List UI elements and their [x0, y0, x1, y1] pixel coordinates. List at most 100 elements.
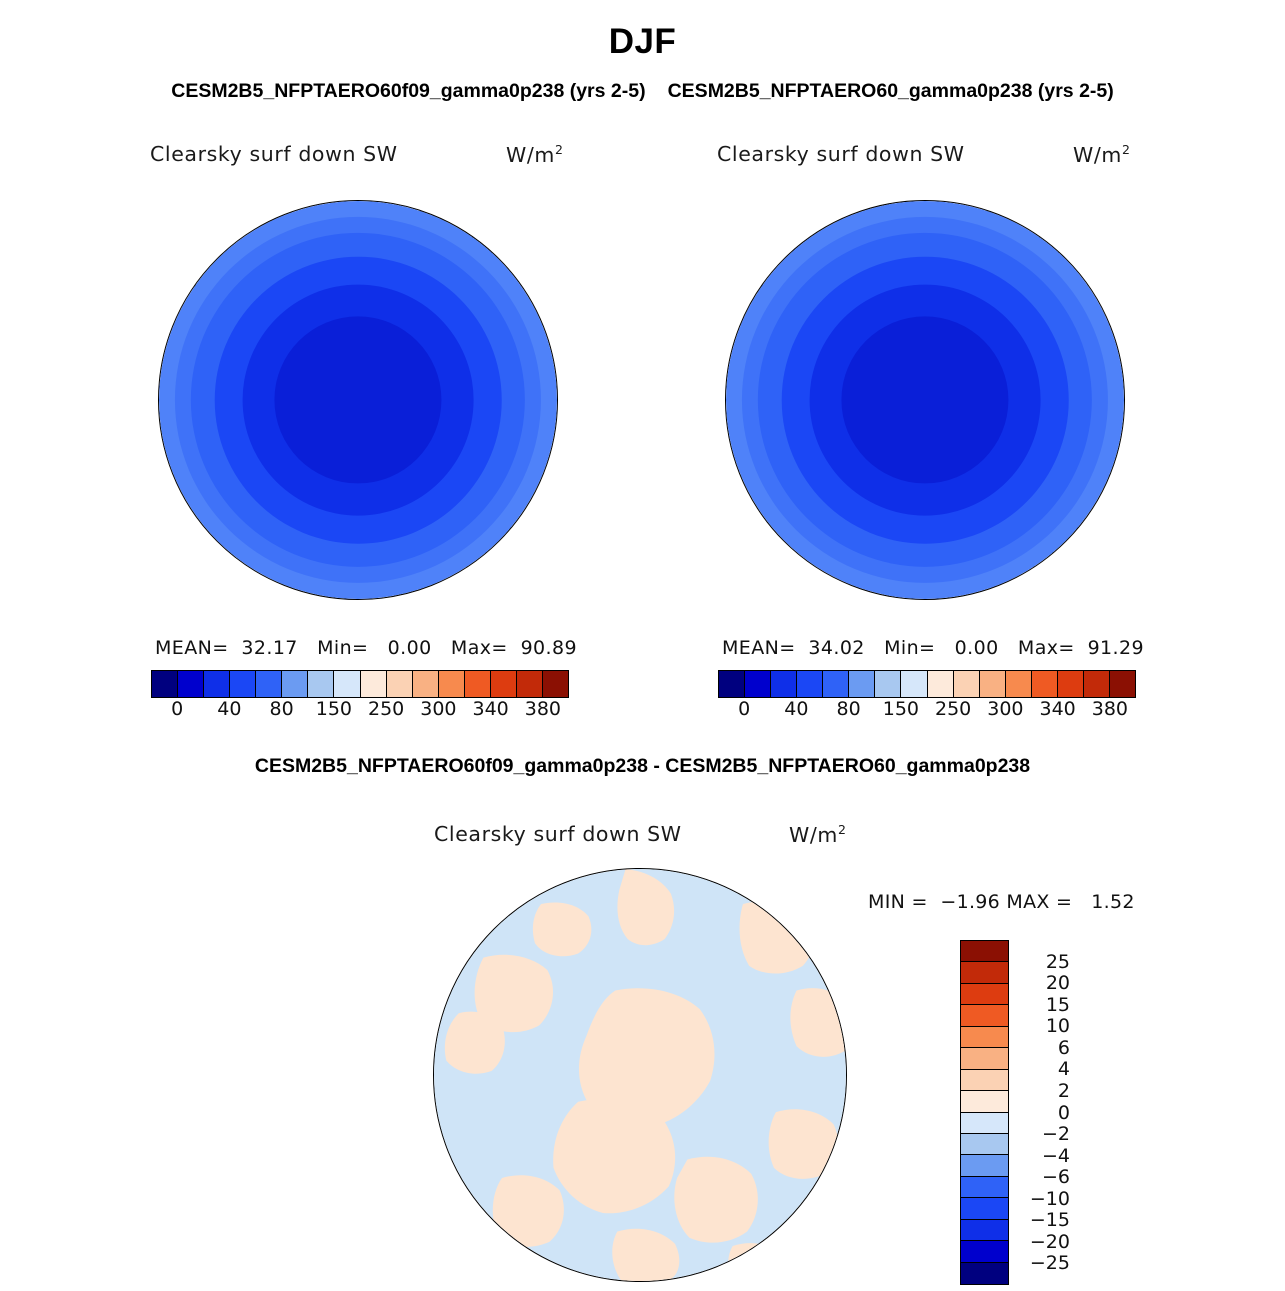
colorbar-tick-4: 250 [934, 698, 972, 720]
left-units-label: W/m2 [506, 142, 564, 167]
colorbar-cell-13 [1057, 671, 1084, 697]
colorbar-v-tick-12: −15 [1029, 1209, 1070, 1232]
colorbar-v-cell-1 [961, 962, 1008, 984]
right-units-text: W/m [1073, 142, 1122, 167]
page-title: DJF [608, 22, 677, 61]
colorbar-v-cell-9 [961, 1133, 1008, 1156]
colorbar-v-cell-15 [961, 1262, 1008, 1284]
colorbar-cell-2 [204, 671, 231, 697]
colorbar-v-tick-3: 10 [1045, 1015, 1070, 1038]
colorbar-v-cell-11 [961, 1176, 1008, 1199]
colorbar-right-ticks: 0 40 80 150 250 300 340 380 [718, 698, 1136, 724]
colorbar-cell-14 [1083, 671, 1110, 697]
right-units-label: W/m2 [1073, 142, 1131, 167]
colorbar-cell-0 [719, 671, 746, 697]
colorbar-tick-3: 150 [315, 698, 353, 720]
case-titles-row: CESM2B5_NFPTAERO60f09_gamma0p238 (yrs 2-… [0, 80, 1285, 103]
colorbar-v-cell-10 [961, 1155, 1008, 1177]
colorbar-tick-0: 0 [171, 698, 184, 720]
colorbar-cell-9 [386, 671, 413, 697]
colorbar-cell-4 [256, 671, 283, 697]
colorbar-cell-2 [771, 671, 798, 697]
colorbar-diff[interactable] [960, 940, 1009, 1285]
colorbar-cell-12 [464, 671, 491, 697]
positive-blob-7 [790, 988, 846, 1057]
positive-blob-9 [492, 1175, 564, 1247]
right-stats: MEAN= 34.02 Min= 0.00 Max= 91.29 [722, 637, 1144, 659]
colorbar-tick-7: 380 [1091, 698, 1129, 720]
colorbar-v-tick-10: −6 [1041, 1166, 1070, 1189]
colorbar-v-cell-5 [961, 1048, 1008, 1070]
colorbar-v-cell-0 [961, 941, 1008, 963]
colorbar-left[interactable]: 0 40 80 150 250 300 340 380 [151, 670, 569, 724]
colorbar-v-tick-6: 2 [1057, 1079, 1070, 1102]
colorbar-tick-1: 40 [217, 698, 242, 720]
positive-blob-8 [768, 1109, 838, 1179]
colorbar-tick-6: 340 [472, 698, 509, 720]
colorbar-v-tick-2: 15 [1045, 993, 1070, 1016]
positive-anomaly-blobs [444, 869, 846, 1281]
colorbar-right[interactable]: 0 40 80 150 250 300 340 380 [718, 670, 1136, 724]
colorbar-tick-5: 300 [987, 698, 1024, 720]
colorbar-cell-10 [412, 671, 439, 697]
colorbar-left-ticks: 0 40 80 150 250 300 340 380 [151, 698, 569, 724]
colorbar-cell-7 [334, 671, 361, 697]
colorbar-v-cell-2 [961, 983, 1008, 1006]
colorbar-cell-8 [360, 671, 387, 697]
colorbar-tick-2: 80 [269, 698, 294, 720]
colorbar-cell-3 [797, 671, 824, 697]
colorbar-tick-3: 150 [882, 698, 920, 720]
colorbar-cell-11 [1005, 671, 1032, 697]
colorbar-tick-1: 40 [784, 698, 809, 720]
colorbar-cell-7 [901, 671, 928, 697]
colorbar-tick-2: 80 [836, 698, 861, 720]
right-units-exponent: 2 [1121, 142, 1131, 157]
colorbar-cell-15 [1109, 671, 1135, 697]
colorbar-cell-3 [230, 671, 257, 697]
colorbar-cell-1 [178, 671, 205, 697]
contour-band-5 [274, 316, 442, 484]
colorbar-v-cell-12 [961, 1198, 1008, 1220]
left-units-exponent: 2 [554, 142, 564, 157]
left-stats: MEAN= 32.17 Min= 0.00 Max= 90.89 [155, 637, 577, 659]
colorbar-tick-0: 0 [738, 698, 751, 720]
colorbar-tick-6: 340 [1039, 698, 1076, 720]
colorbar-cell-4 [823, 671, 850, 697]
colorbar-cell-9 [953, 671, 980, 697]
colorbar-v-tick-5: 4 [1057, 1058, 1070, 1081]
colorbar-cell-10 [979, 671, 1006, 697]
positive-blob-11 [728, 1243, 788, 1281]
colorbar-cell-8 [927, 671, 954, 697]
colorbar-cell-12 [1031, 671, 1058, 697]
colorbar-cell-15 [542, 671, 568, 697]
diff-field-label: Clearsky surf down SW [434, 822, 682, 846]
colorbar-v-cell-8 [961, 1112, 1008, 1134]
colorbar-v-tick-13: −20 [1029, 1230, 1070, 1253]
polar-map-left[interactable] [158, 200, 558, 600]
positive-blob-12 [532, 902, 592, 957]
colorbar-v-tick-14: −25 [1029, 1252, 1070, 1275]
positive-blob-1 [578, 988, 715, 1127]
diff-title: CESM2B5_NFPTAERO60f09_gamma0p238 - CESM2… [254, 755, 1031, 777]
positive-blob-2 [553, 1099, 676, 1214]
colorbar-tick-7: 380 [524, 698, 562, 720]
colorbar-v-tick-7: 0 [1057, 1101, 1070, 1124]
colorbar-v-tick-1: 20 [1045, 972, 1070, 995]
colorbar-cell-13 [490, 671, 517, 697]
colorbar-v-tick-0: 25 [1045, 950, 1070, 973]
coastline-overlay-diff [434, 869, 846, 1281]
diff-units-text: W/m [789, 822, 838, 847]
colorbar-tick-4: 250 [367, 698, 405, 720]
polar-map-right[interactable] [725, 200, 1125, 600]
colorbar-tick-5: 300 [420, 698, 457, 720]
positive-blob-0 [617, 869, 675, 946]
colorbar-cell-6 [875, 671, 902, 697]
positive-blob-10 [612, 1228, 680, 1281]
colorbar-v-tick-9: −4 [1041, 1144, 1070, 1167]
colorbar-cell-5 [849, 671, 876, 697]
diff-units-exponent: 2 [837, 822, 847, 837]
colorbar-v-tick-8: −2 [1041, 1123, 1070, 1146]
colorbar-cell-5 [282, 671, 309, 697]
colorbar-cell-1 [745, 671, 772, 697]
polar-map-diff[interactable] [433, 868, 847, 1282]
